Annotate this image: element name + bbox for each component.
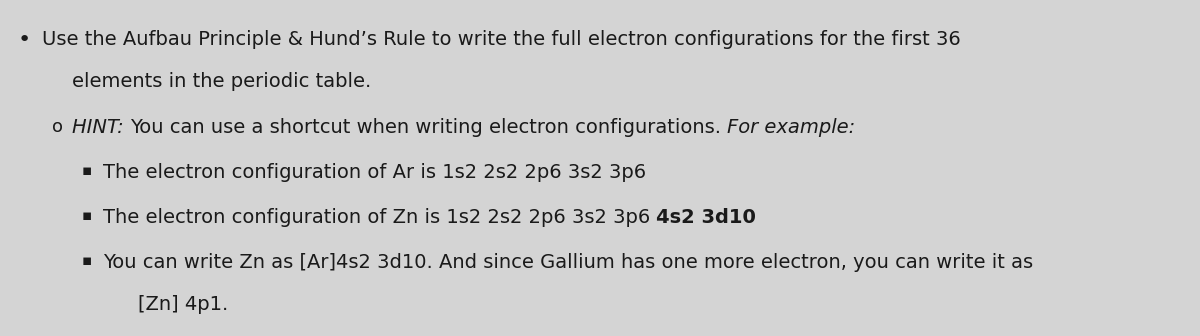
Text: For example:: For example: — [727, 118, 856, 137]
Text: Use the Aufbau Principle & Hund’s Rule to write the full electron configurations: Use the Aufbau Principle & Hund’s Rule t… — [42, 30, 961, 49]
Text: The electron configuration of Zn is 1s2 2s2 2p6 3s2 3p6: The electron configuration of Zn is 1s2 … — [103, 208, 656, 227]
Text: 4s2 3d10: 4s2 3d10 — [656, 208, 756, 227]
Text: o: o — [52, 118, 64, 136]
Text: ▪: ▪ — [82, 253, 92, 268]
Text: [Zn] 4p1.: [Zn] 4p1. — [138, 295, 228, 314]
Text: You can write Zn as [Ar]4s2 3d10. And since Gallium has one more electron, you c: You can write Zn as [Ar]4s2 3d10. And si… — [103, 253, 1033, 272]
Text: HINT:: HINT: — [72, 118, 130, 137]
Text: ▪: ▪ — [82, 163, 92, 178]
Text: You can use a shortcut when writing electron configurations.: You can use a shortcut when writing elec… — [130, 118, 727, 137]
Text: ▪: ▪ — [82, 208, 92, 223]
Text: •: • — [18, 30, 31, 50]
Text: The electron configuration of Ar is 1s2 2s2 2p6 3s2 3p6: The electron configuration of Ar is 1s2 … — [103, 163, 646, 182]
Text: elements in the periodic table.: elements in the periodic table. — [72, 72, 371, 91]
